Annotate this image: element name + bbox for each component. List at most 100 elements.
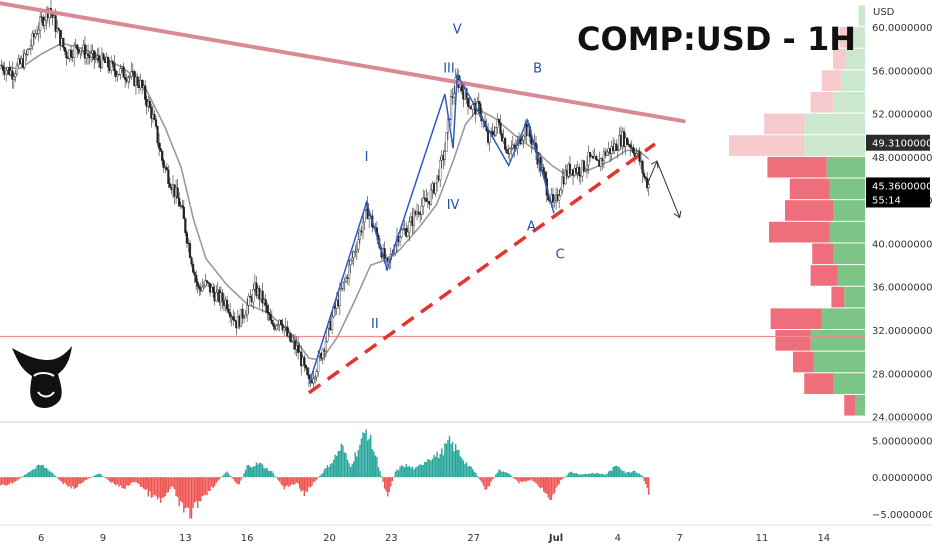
time-tick-label: 16 — [241, 533, 254, 544]
price-axis[interactable] — [865, 0, 932, 422]
oscillator-bar — [285, 477, 287, 487]
candle-body — [162, 160, 165, 168]
oscillator-bar — [614, 465, 616, 478]
oscillator-bar — [629, 472, 631, 478]
oscillator-bar — [87, 477, 89, 479]
volume-profile-sell-bar — [789, 178, 830, 200]
oscillator-bar — [247, 464, 250, 478]
oscillator-bar — [27, 472, 29, 478]
oscillator-bar — [536, 477, 539, 485]
candle-body — [65, 51, 68, 59]
time-tick-label: 20 — [323, 533, 336, 544]
oscillator-bar — [468, 466, 471, 478]
candle-body — [357, 239, 360, 250]
volume-profile-buy-bar — [833, 373, 865, 394]
oscillator-bar — [169, 477, 171, 490]
candle-body — [23, 53, 26, 68]
candle-body — [266, 305, 269, 313]
oscillator-bar — [610, 470, 613, 478]
oscillator-bar — [447, 440, 449, 478]
candle-body — [599, 158, 602, 167]
candle-body — [178, 198, 181, 207]
candle-body — [445, 132, 448, 152]
oscillator-bar — [584, 473, 587, 478]
oscillator-bar — [552, 477, 554, 495]
elliott-wave-path[interactable] — [308, 72, 555, 385]
oscillator-bar — [36, 465, 38, 478]
ascending-trendline[interactable] — [307, 142, 656, 395]
oscillator-bar — [592, 472, 594, 478]
oscillator-bar — [408, 465, 411, 478]
oscillator-bar — [226, 471, 228, 478]
candle-body — [124, 77, 127, 80]
oscillator-bar — [348, 463, 350, 478]
candle-body — [261, 290, 264, 304]
oscillator-bar — [439, 453, 441, 478]
oscillator-bar — [73, 477, 75, 489]
candle-body — [225, 299, 229, 310]
candle-body — [513, 144, 516, 149]
volume-profile-buy-bar — [845, 48, 865, 70]
candle-body — [154, 119, 158, 127]
candle-body — [584, 168, 587, 171]
candle-body — [564, 170, 567, 184]
candle-body — [503, 137, 507, 150]
time-tick-label: 6 — [38, 533, 44, 544]
candle-body — [643, 173, 646, 178]
candle-body — [241, 308, 244, 319]
oscillator-bar — [515, 477, 517, 480]
oscillator-bar — [272, 473, 275, 478]
chart-title: COMP:USD - 1H — [577, 20, 856, 58]
oscillator-bar — [42, 465, 44, 478]
oscillator-bar — [153, 477, 156, 495]
candle-body — [281, 324, 284, 331]
oscillator-bar — [451, 441, 454, 478]
price-tick-label: 60.00000000 — [872, 23, 932, 34]
time-tick-label: 14 — [817, 533, 830, 544]
oscillator-bar — [139, 477, 142, 487]
candle-body — [80, 50, 83, 52]
descending-trendline[interactable] — [0, 1, 686, 124]
oscillator-bar — [105, 477, 108, 479]
candle-body — [551, 194, 555, 203]
oscillator-bar — [570, 471, 573, 478]
oscillator-bar — [368, 438, 370, 478]
oscillator-bar — [37, 464, 40, 478]
projection-arrowhead — [650, 160, 659, 169]
wave-label: III — [443, 61, 455, 76]
oscillator-bar — [391, 477, 394, 482]
volume-profile-sell-bar — [775, 330, 811, 351]
oscillator-bar — [509, 474, 511, 478]
oscillator-bar — [411, 466, 414, 478]
oscillator-bar — [572, 472, 574, 478]
oscillator-bar — [180, 477, 182, 502]
oscillator-bar — [465, 462, 468, 478]
candle-body — [412, 211, 416, 226]
candle-body — [196, 281, 199, 287]
oscillator-bar — [419, 464, 421, 478]
oscillator-bar — [297, 477, 299, 484]
oscillator-bar — [481, 477, 483, 483]
candle-body — [352, 251, 355, 259]
oscillator-bar — [512, 477, 514, 478]
oscillator-bar — [561, 477, 563, 480]
candle-body — [542, 167, 545, 173]
oscillator-bar — [601, 473, 604, 478]
oscillator-bar — [414, 467, 417, 478]
oscillator-bar — [203, 477, 205, 496]
current-price-label: 45.36000000 — [872, 181, 932, 192]
oscillator-bar — [127, 477, 129, 486]
oscillator-bar — [558, 477, 560, 485]
oscillator-bar — [598, 474, 601, 478]
oscillator-bar — [342, 445, 344, 478]
candle-body — [144, 85, 147, 100]
projection-arrow[interactable] — [648, 159, 682, 219]
oscillator-bar — [407, 466, 409, 478]
price-tick-label: 28.00000000 — [872, 369, 932, 380]
oscillator-bar — [223, 474, 225, 478]
oscillator-bar — [119, 477, 122, 486]
candle-body — [29, 45, 32, 50]
oscillator-bar — [560, 477, 562, 481]
oscillator-bar — [544, 477, 546, 494]
